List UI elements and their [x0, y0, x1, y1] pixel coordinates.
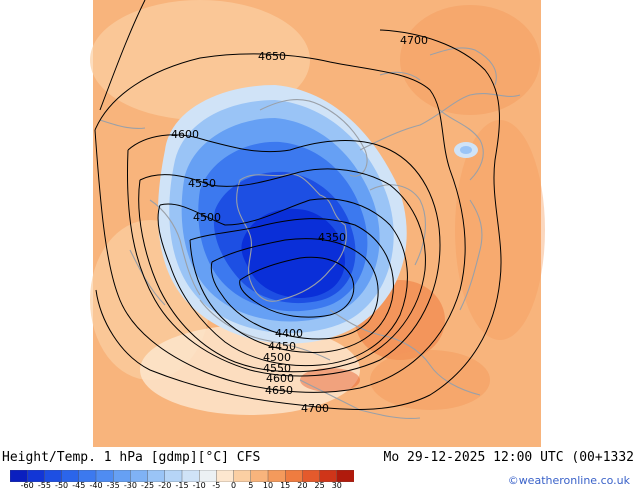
- contour-label-4700-bottom: 4700: [301, 402, 329, 415]
- colorbar-tick-label: -50: [55, 481, 69, 490]
- colorbar-tick-label: -30: [123, 481, 137, 490]
- contour-4350: [239, 256, 355, 318]
- contour-4550: [138, 168, 426, 373]
- credit-link[interactable]: ©weatheronline.co.uk: [507, 474, 630, 487]
- colorbar-tick-label: -5: [212, 481, 221, 490]
- colorbar-tick-label: -20: [158, 481, 172, 490]
- contour-label-4500-left: 4500: [193, 211, 221, 224]
- contour-label-4350: 4350: [318, 231, 346, 244]
- contour-4600: [127, 134, 441, 377]
- contour-label-4450-bottom: 4450: [268, 340, 296, 353]
- contour-label-4600-bottom: 4600: [266, 372, 294, 385]
- colorbar-tick-label: -45: [72, 481, 86, 490]
- map-title: Height/Temp. 1 hPa [gdmp][°C] CFS: [2, 450, 261, 465]
- colorbar-tick-label: 30: [331, 481, 342, 490]
- contour-4650: [94, 53, 466, 393]
- colorbar-tick-label: 20: [297, 481, 308, 490]
- height-contours: [94, 0, 502, 410]
- colorbar-tick-label: -55: [37, 481, 51, 490]
- contour-4400: [210, 238, 379, 340]
- colorbar-tick-label: -40: [89, 481, 103, 490]
- contour-label-4550-left: 4550: [188, 177, 216, 190]
- colorbar-tick-label: 0: [231, 481, 237, 490]
- contour-label-4700-top: 4700: [400, 34, 428, 47]
- contour-label-4650-bottom: 4650: [265, 384, 293, 397]
- colorbar-tick-label: 5: [248, 481, 254, 490]
- contour-label-4400-bottom: 4400: [275, 327, 303, 340]
- colorbar-tick-label: -25: [141, 481, 155, 490]
- colorbar-swatch: [336, 470, 354, 482]
- colorbar-tick-label: -10: [192, 481, 206, 490]
- colorbar-tick-label: -15: [175, 481, 189, 490]
- colorbar: [10, 470, 354, 482]
- contour-labels: 4700 4650 4600 4550 4500 4350 4400 4450 …: [171, 34, 428, 415]
- valid-time: Mo 29-12-2025 12:00 UTC (00+1332: [383, 450, 634, 465]
- map-right-margin: [541, 0, 634, 447]
- contour-label-4600-left: 4600: [171, 128, 199, 141]
- colorbar-tick-label: -60: [20, 481, 34, 490]
- colorbar-tick-label: -35: [106, 481, 120, 490]
- colorbar-tick-label: 15: [280, 481, 291, 490]
- contour-label-4650-top: 4650: [258, 50, 286, 63]
- contour-4700: [95, 0, 502, 410]
- contour-4500: [157, 198, 408, 367]
- map-left-margin: [0, 0, 93, 447]
- contour-label-4550-bottom: 4550: [263, 362, 291, 375]
- contour-4450: [189, 218, 394, 353]
- colorbar-tick-label: 25: [314, 481, 325, 490]
- contour-label-4500-bottom: 4500: [263, 351, 291, 364]
- colorbar-labels: -60 -55 -50 -45 -40 -35 -30 -25 -20 -15 -10 -5 0 5 10 1…: [10, 481, 360, 491]
- colorbar-tick-label: 10: [262, 481, 274, 490]
